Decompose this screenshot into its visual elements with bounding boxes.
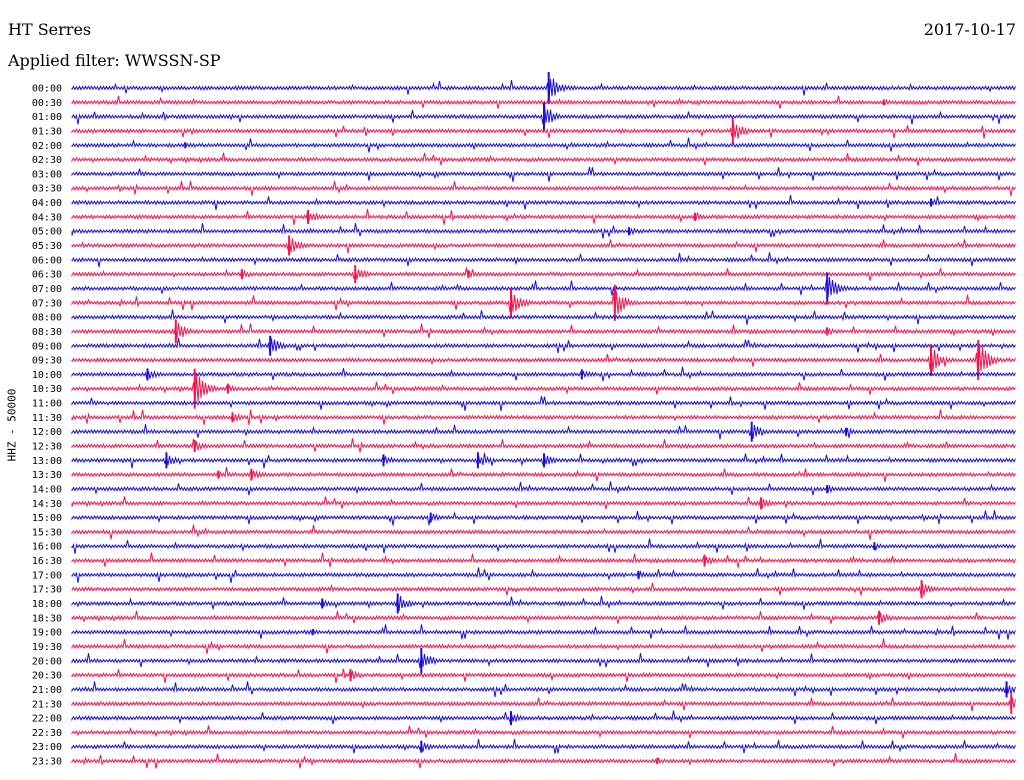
trace-line bbox=[71, 123, 1016, 139]
trace-line bbox=[71, 668, 1016, 684]
trace-line bbox=[71, 223, 1016, 239]
time-tick-label: 13:00 bbox=[32, 456, 62, 467]
trace-line bbox=[71, 481, 1016, 496]
trace-line bbox=[71, 180, 1016, 197]
trace-line bbox=[71, 291, 1016, 315]
time-tick-label: 10:00 bbox=[32, 370, 62, 381]
station-name: HT Serres bbox=[8, 20, 92, 39]
trace-line bbox=[71, 524, 1016, 540]
trace-line bbox=[71, 323, 1016, 339]
trace-line bbox=[71, 753, 1016, 769]
time-tick-label: 06:00 bbox=[32, 255, 62, 266]
time-tick-label: 17:00 bbox=[32, 570, 62, 581]
applied-filter: Applied filter: WWSSN-SP bbox=[8, 51, 221, 70]
trace-group bbox=[71, 72, 1016, 769]
trace-line bbox=[71, 567, 1016, 583]
time-tick-label: 21:30 bbox=[32, 699, 62, 710]
time-tick-label: 00:30 bbox=[32, 98, 62, 109]
trace-line bbox=[71, 538, 1016, 554]
time-tick-label: 15:00 bbox=[32, 513, 62, 524]
trace-line bbox=[71, 309, 1016, 325]
time-tick-label: 04:00 bbox=[32, 198, 62, 209]
trace-line bbox=[71, 595, 1016, 612]
time-tick-label: 09:00 bbox=[32, 341, 62, 352]
time-tick-label: 14:00 bbox=[32, 484, 62, 495]
time-tick-label: 22:00 bbox=[32, 714, 62, 725]
time-tick-label: 05:30 bbox=[32, 241, 62, 252]
time-tick-label: 01:00 bbox=[32, 112, 62, 123]
time-tick-label: 16:00 bbox=[32, 542, 62, 553]
time-tick-label: 08:30 bbox=[32, 327, 62, 338]
time-tick-label: 11:00 bbox=[32, 399, 62, 410]
trace-line bbox=[71, 510, 1016, 526]
trace-line bbox=[71, 697, 1016, 712]
time-tick-label: 22:30 bbox=[32, 728, 62, 739]
trace-line bbox=[71, 346, 1016, 379]
time-tick-label: 14:30 bbox=[32, 499, 62, 510]
recording-date: 2017-10-17 bbox=[923, 20, 1016, 39]
trace-line bbox=[71, 396, 1016, 411]
time-tick-label: 21:00 bbox=[32, 685, 62, 696]
trace-line bbox=[71, 725, 1016, 739]
trace-line bbox=[71, 651, 1016, 668]
trace-line bbox=[71, 638, 1016, 654]
time-tick-label: 07:00 bbox=[32, 284, 62, 295]
time-label-group: 00:00 00:30 01:00 01:30 02:00 02:30 03:00 03:30… bbox=[32, 84, 62, 768]
trace-line bbox=[71, 496, 1016, 510]
time-tick-label: 10:30 bbox=[32, 384, 62, 395]
trace-line bbox=[71, 424, 1016, 440]
trace-line bbox=[71, 438, 1016, 453]
time-tick-label: 02:00 bbox=[32, 141, 62, 152]
trace-line bbox=[71, 681, 1016, 697]
trace-line bbox=[71, 366, 1016, 382]
time-tick-label: 12:00 bbox=[32, 427, 62, 438]
time-tick-label: 23:00 bbox=[32, 742, 62, 753]
trace-line bbox=[71, 738, 1016, 754]
trace-line bbox=[71, 582, 1016, 596]
time-tick-label: 03:30 bbox=[32, 184, 62, 195]
trace-line bbox=[71, 409, 1016, 425]
time-tick-label: 06:30 bbox=[32, 270, 62, 281]
time-tick-label: 05:00 bbox=[32, 227, 62, 238]
time-tick-label: 17:30 bbox=[32, 585, 62, 596]
trace-line bbox=[71, 208, 1016, 225]
time-tick-label: 02:30 bbox=[32, 155, 62, 166]
time-tick-label: 04:30 bbox=[32, 212, 62, 223]
time-tick-label: 03:00 bbox=[32, 169, 62, 180]
trace-line bbox=[71, 152, 1016, 166]
trace-line bbox=[71, 267, 1016, 281]
time-tick-label: 15:30 bbox=[32, 527, 62, 538]
trace-line bbox=[71, 137, 1016, 153]
time-tick-label: 18:00 bbox=[32, 599, 62, 610]
time-tick-label: 19:00 bbox=[32, 628, 62, 639]
trace-line bbox=[71, 610, 1016, 625]
time-tick-label: 11:30 bbox=[32, 413, 62, 424]
trace-line bbox=[71, 194, 1016, 211]
trace-line bbox=[71, 78, 1016, 102]
trace-line bbox=[71, 252, 1016, 268]
trace-line bbox=[71, 466, 1016, 482]
trace-line bbox=[71, 624, 1016, 640]
time-tick-label: 23:30 bbox=[32, 757, 62, 768]
time-tick-label: 20:00 bbox=[32, 656, 62, 667]
time-tick-label: 01:30 bbox=[32, 126, 62, 137]
trace-line bbox=[71, 710, 1016, 725]
time-tick-label: 08:00 bbox=[32, 313, 62, 324]
time-tick-label: 07:30 bbox=[32, 298, 62, 309]
trace-line bbox=[71, 552, 1016, 568]
trace-line bbox=[71, 277, 1016, 298]
time-tick-label: 09:30 bbox=[32, 356, 62, 367]
trace-line bbox=[71, 238, 1016, 254]
time-tick-label: 16:30 bbox=[32, 556, 62, 567]
time-tick-label: 00:00 bbox=[32, 84, 62, 95]
trace-line bbox=[71, 337, 1016, 355]
time-tick-label: 19:30 bbox=[32, 642, 62, 653]
time-tick-label: 18:30 bbox=[32, 613, 62, 624]
time-tick-label: 20:30 bbox=[32, 671, 62, 682]
trace-line bbox=[71, 166, 1016, 182]
time-tick-label: 13:30 bbox=[32, 470, 62, 481]
time-tick-label: 12:30 bbox=[32, 442, 62, 453]
